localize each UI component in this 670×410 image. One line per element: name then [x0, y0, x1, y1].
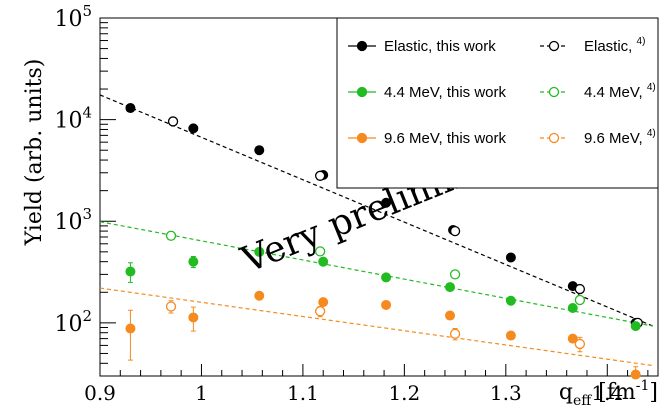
data-point-open: [574, 294, 586, 306]
data-point: [381, 299, 392, 310]
data-point: [630, 321, 641, 332]
data-point: [445, 310, 456, 321]
data-point-open: [574, 338, 586, 350]
x-axis-label-unit-close: ]: [649, 380, 658, 405]
y-tick-label: 105: [54, 2, 92, 32]
y-tick-base: 10: [54, 7, 82, 32]
legend-label: 4.4 MeV, this work: [384, 84, 506, 101]
y-tick-exp: 3: [82, 205, 92, 223]
data-point: [254, 290, 265, 301]
data-point-open: [574, 283, 586, 295]
legend-label-ref: 4): [637, 36, 646, 47]
legend: Elastic, this work Elastic, 4) 4.4 MeV, th…: [336, 17, 659, 189]
legend-label: 9.6 MeV, this work: [384, 130, 506, 147]
data-point-open: [315, 170, 326, 181]
legend-item: 4.4 MeV, 4): [540, 82, 656, 101]
data-point: [254, 145, 265, 156]
legend-label-text: 4.4 MeV, this work: [384, 84, 506, 101]
legend-marker: [356, 132, 368, 144]
data-point: [445, 282, 456, 293]
legend-label-ref: 4): [647, 128, 656, 139]
data-point-open: [165, 301, 177, 312]
y-tick-exp: 5: [82, 2, 92, 20]
legend-label-text: 9.6 MeV, this work: [384, 130, 506, 147]
data-point-open: [315, 306, 326, 317]
x-axis-label-sub: eff: [573, 393, 592, 409]
legend-label: Elastic, 4): [584, 36, 645, 55]
y-axis-label: Yield (arb. units): [22, 59, 47, 247]
legend-label: 4.4 MeV, 4): [584, 82, 656, 101]
data-point-open: [167, 116, 179, 127]
legend-box: [336, 17, 659, 189]
fit-lines: [99, 94, 654, 367]
data-point-open: [449, 328, 461, 339]
x-axis-label-main: q: [559, 380, 573, 405]
data-point: [318, 256, 329, 267]
legend-marker: [548, 86, 560, 98]
legend-label: Elastic, this work: [384, 38, 496, 55]
legend-label: 9.6 MeV, 4): [584, 128, 656, 147]
x-axis-label: qeff [fm-1]: [559, 378, 658, 409]
data-point-open: [315, 246, 326, 257]
data-point-open: [449, 269, 461, 280]
x-tick-label: 1.4: [591, 381, 623, 405]
legend-item: 9.6 MeV, this work: [348, 130, 506, 147]
y-tick-base: 10: [54, 210, 82, 235]
legend-item: 9.6 MeV, 4): [540, 128, 656, 147]
legend-label-text: 9.6 MeV,: [584, 130, 647, 147]
data-point: [567, 333, 578, 344]
data-point: [125, 323, 136, 334]
legend-item: Elastic, 4): [540, 36, 645, 55]
legend-label-text: Elastic,: [584, 38, 637, 55]
data-point: [125, 103, 136, 114]
legend-item: Elastic, this work: [348, 38, 496, 55]
x-tick-label: 1.2: [388, 381, 420, 405]
y-tick-exp: 4: [82, 104, 92, 122]
x-tick-label: 0.9: [84, 381, 116, 405]
fit-line: [99, 287, 654, 367]
data-point: [381, 197, 392, 208]
legend-label-text: 4.4 MeV,: [584, 84, 647, 101]
fit-line: [99, 221, 654, 327]
data-point: [188, 256, 199, 267]
data-marks: [125, 103, 643, 380]
legend-item: 4.4 MeV, this work: [348, 84, 506, 101]
data-point-open: [449, 225, 461, 237]
data-point: [505, 330, 516, 341]
y-tick-label: 102: [54, 307, 92, 337]
x-axis-label-unit-sup: -1: [636, 378, 650, 394]
y-tick-exp: 2: [82, 307, 92, 325]
y-tick-label: 103: [54, 205, 92, 235]
data-point: [630, 369, 641, 380]
data-point: [125, 266, 136, 277]
data-point: [188, 123, 199, 134]
data-point: [381, 272, 392, 283]
data-point: [567, 303, 578, 314]
data-point-open: [165, 230, 177, 241]
x-axis-label-unit: [fm: [591, 380, 636, 405]
legend-label-text: Elastic, this work: [384, 38, 496, 55]
fit-line: [99, 94, 654, 327]
x-tick-label: 1.1: [287, 381, 319, 405]
y-tick-base: 10: [54, 312, 82, 337]
x-tick-label: 1: [195, 381, 208, 405]
data-point: [188, 312, 199, 323]
legend-marker: [356, 86, 368, 98]
y-tick-base: 10: [54, 109, 82, 134]
x-tick-label: 1.3: [490, 381, 522, 405]
legend-label-ref: 4): [647, 82, 656, 93]
data-point: [254, 246, 265, 257]
data-point: [318, 297, 329, 308]
legend-marker: [548, 40, 560, 52]
data-point: [505, 295, 516, 306]
data-point: [505, 252, 516, 263]
y-tick-label: 104: [54, 104, 92, 134]
legend-marker: [548, 132, 560, 144]
legend-marker: [356, 40, 368, 52]
